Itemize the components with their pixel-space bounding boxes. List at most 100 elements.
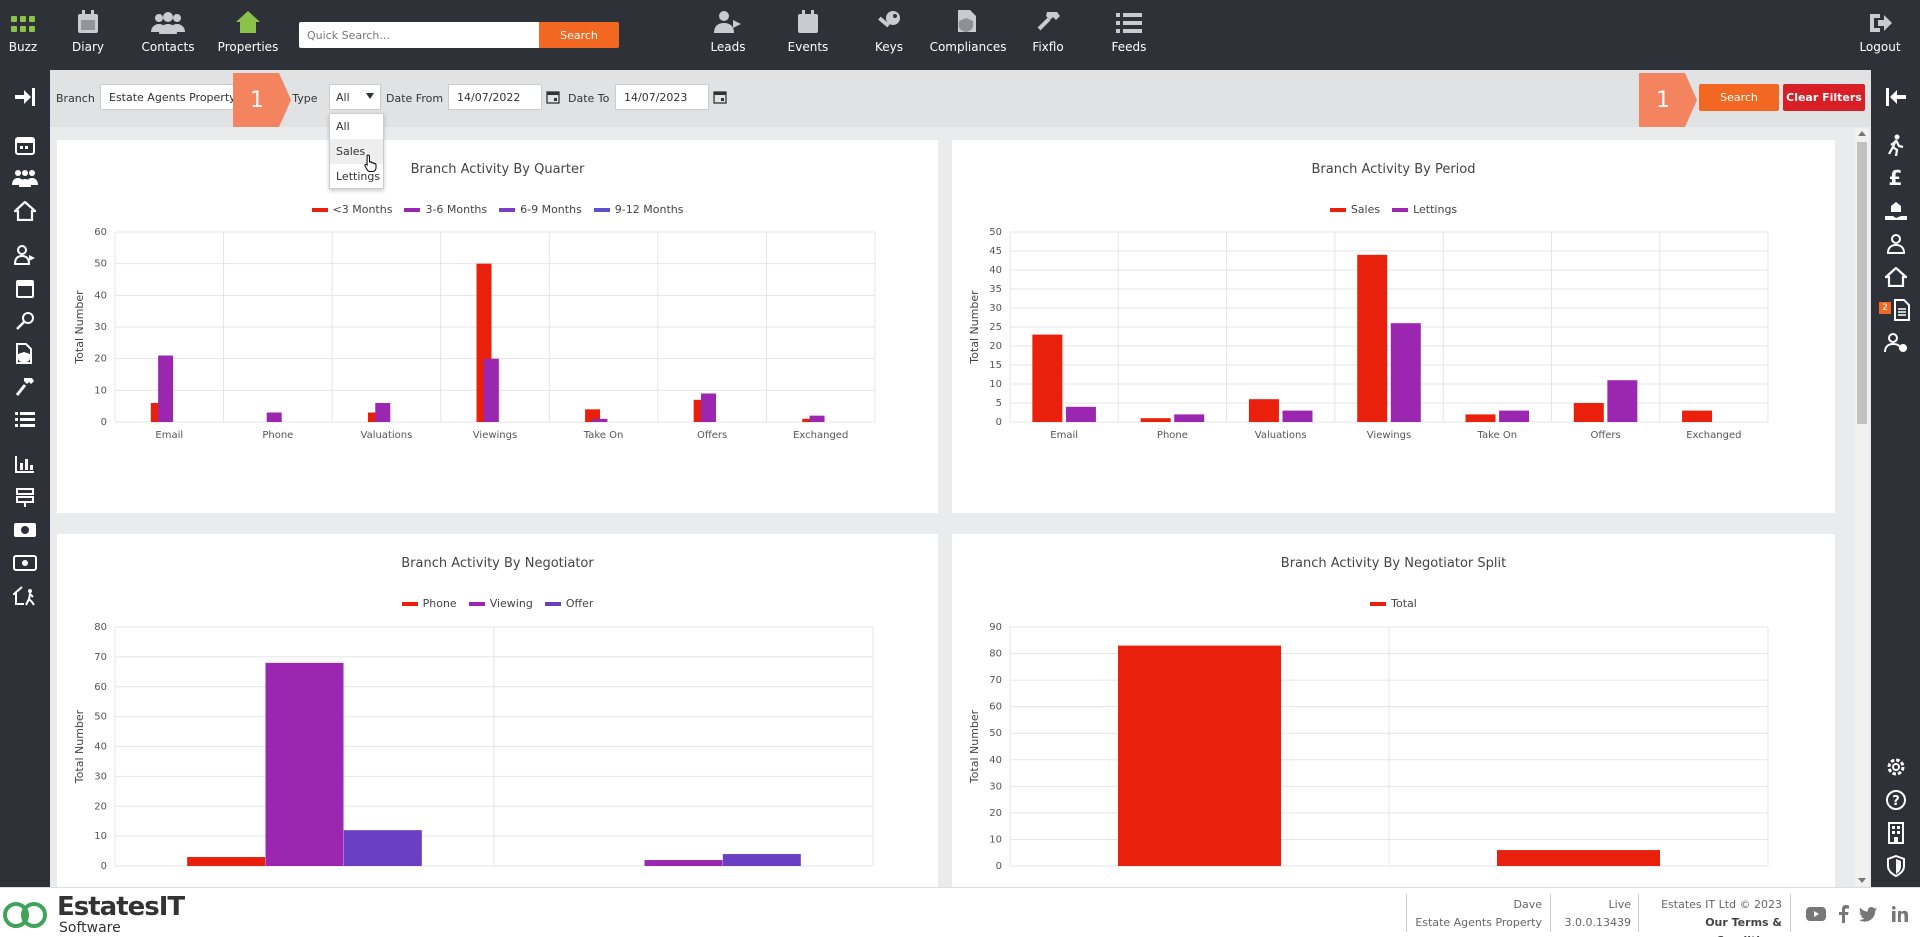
bar[interactable] [1248,399,1279,422]
calendar-icon[interactable] [0,276,50,300]
bar[interactable] [1118,645,1281,866]
building-icon[interactable] [1871,821,1920,845]
legend-item[interactable]: Offer [544,597,593,610]
legend-item[interactable]: Phone [401,597,457,610]
twitter-icon[interactable] [1858,904,1878,924]
quick-search-button[interactable]: Search [539,22,619,48]
clear-filters-button[interactable]: Clear Filters [1783,84,1865,111]
bar[interactable] [1499,410,1530,422]
bar[interactable] [343,830,422,866]
shield-icon[interactable] [1871,854,1920,878]
people-icon[interactable] [0,166,50,190]
house-move-icon[interactable] [0,584,50,608]
pound-icon[interactable]: £ [1888,166,1903,190]
y-tick-label: 20 [989,341,1002,352]
quick-search-input[interactable] [299,22,539,48]
bar[interactable] [1497,850,1660,866]
nav-fixflo[interactable]: Fixflo [1030,0,1066,70]
signpost-icon[interactable] [0,485,50,509]
nav-contacts[interactable]: Contacts [138,0,198,70]
bar[interactable] [266,412,282,423]
bar[interactable] [592,418,608,422]
type-select[interactable]: All [329,84,381,110]
facebook-icon[interactable] [1834,904,1854,924]
youtube-icon[interactable] [1806,904,1826,924]
legend-item[interactable]: 9-12 Months [593,203,683,216]
date-from-input[interactable]: 14/07/2022 [448,84,542,110]
bar[interactable] [1282,410,1313,422]
bar[interactable] [265,662,344,866]
list-icon[interactable] [0,408,50,432]
calendar-icon[interactable] [0,133,50,157]
house-icon[interactable] [0,199,50,223]
legend-item[interactable]: Viewing [468,597,533,610]
calendar-icon[interactable] [709,84,731,110]
bar[interactable] [1390,323,1421,422]
house-icon[interactable] [1871,265,1920,289]
scroll-down-icon[interactable] [1858,878,1866,883]
bar[interactable] [158,355,174,423]
page-scrollbar[interactable] [1855,128,1869,886]
legend-item[interactable]: 3-6 Months [404,203,487,216]
documents-icon[interactable]: 2 [1871,298,1920,322]
date-to-input[interactable]: 14/07/2023 [615,84,709,110]
nav-compliances[interactable]: Compliances [930,0,1006,70]
person-settings-icon[interactable] [1871,331,1920,355]
bar[interactable] [1357,254,1388,422]
bar[interactable] [1682,410,1713,422]
filter-search-button[interactable]: Search [1699,84,1779,111]
bar-chart-icon[interactable] [0,452,50,476]
hand-house-icon[interactable] [1871,199,1920,223]
walking-person-icon[interactable] [1871,133,1920,157]
branch-select[interactable]: Estate Agents Property [100,84,250,110]
nav-feeds[interactable]: Feeds [1111,0,1147,70]
type-option-all[interactable]: All [336,120,350,133]
bar[interactable] [1607,380,1638,422]
person-icon[interactable] [1871,232,1920,256]
y-tick-label: 70 [989,675,1002,686]
bar[interactable] [809,415,825,422]
legend-item[interactable]: <3 Months [311,203,392,216]
nav-keys[interactable]: Keys [868,0,910,70]
calendar-icon[interactable] [542,84,564,110]
bar[interactable] [1032,334,1063,422]
bar[interactable] [722,854,801,866]
scrollbar-thumb[interactable] [1857,142,1867,424]
legend-item[interactable]: Lettings [1392,203,1457,216]
terms-link[interactable]: Our Terms & Conditions [1705,916,1782,937]
type-option-sales[interactable]: Sales [330,139,383,164]
document-shield-icon[interactable] [0,342,50,366]
bar[interactable] [1174,414,1205,422]
nav-events[interactable]: Events [784,0,832,70]
bar[interactable] [483,358,499,422]
collapse-sidebar-icon[interactable] [1871,85,1920,109]
nav-leads[interactable]: Leads [705,0,751,70]
type-option-lettings[interactable]: Lettings [336,170,381,183]
y-tick-label: 40 [989,755,1002,766]
money-outline-icon[interactable] [0,551,50,575]
lead-person-icon[interactable] [0,243,50,267]
bar[interactable] [644,860,723,866]
bar[interactable] [187,857,266,866]
hammer-icon[interactable] [0,375,50,399]
bar[interactable] [700,393,716,423]
linkedin-icon[interactable] [1890,904,1910,924]
help-icon[interactable]: ? [1871,788,1920,812]
legend-item[interactable]: Sales [1329,203,1380,216]
nav-properties[interactable]: Properties [216,0,280,70]
legend-item[interactable]: 6-9 Months [499,203,582,216]
scroll-up-icon[interactable] [1858,131,1866,136]
nav-diary[interactable]: Diary [62,0,114,70]
bar[interactable] [1465,414,1496,422]
gear-icon[interactable] [1871,755,1920,779]
expand-sidebar-icon[interactable] [0,85,50,109]
bar[interactable] [375,403,391,422]
bar[interactable] [1065,406,1096,422]
legend-item[interactable]: Total [1370,597,1417,610]
money-icon[interactable] [0,518,50,542]
nav-buzz[interactable]: Buzz [0,0,46,70]
key-icon[interactable] [0,309,50,333]
bar[interactable] [1573,403,1604,422]
bar[interactable] [1140,418,1171,422]
nav-logout[interactable]: Logout [1855,0,1905,70]
